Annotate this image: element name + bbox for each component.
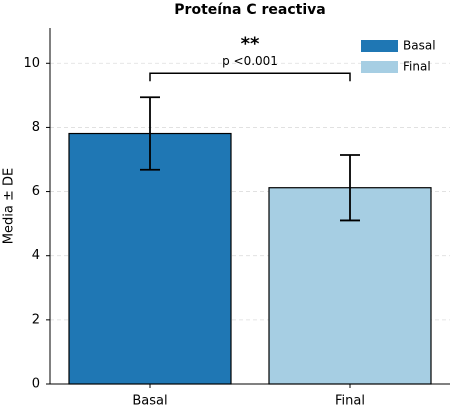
- y-tick-label: 4: [32, 248, 40, 263]
- significance-stars: **: [241, 33, 260, 54]
- y-axis-label: Media ± DE: [2, 168, 17, 244]
- legend-swatch: [361, 40, 398, 52]
- x-tick-label: Final: [335, 394, 365, 409]
- legend-label: Final: [403, 60, 431, 74]
- legend-swatch: [361, 61, 398, 73]
- y-tick-label: 8: [32, 120, 40, 135]
- y-tick-label: 6: [32, 184, 40, 199]
- x-tick-label: Basal: [132, 394, 167, 409]
- significance-bracket: [149, 72, 351, 82]
- bar: [68, 132, 232, 385]
- y-tick-label: 2: [32, 312, 40, 327]
- y-tick-label: 0: [32, 377, 40, 392]
- chart-title: Proteína C reactiva: [174, 2, 325, 18]
- y-tick-label: 10: [23, 56, 40, 71]
- p-value: p <0.001: [222, 54, 278, 68]
- legend-label: Basal: [403, 39, 436, 53]
